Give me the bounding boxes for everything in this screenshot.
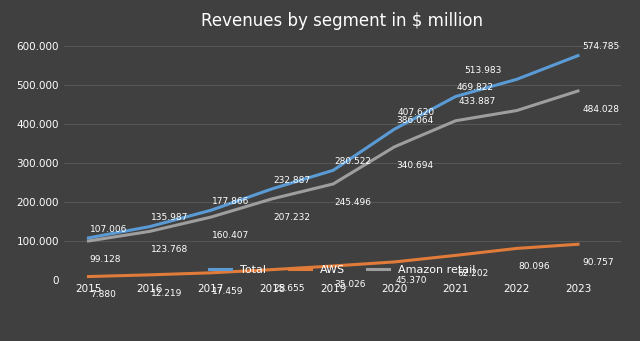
AWS [574,242,582,246]
Text: 207.232: 207.232 [273,213,310,222]
Text: 123.768: 123.768 [151,245,188,254]
Amazon retail [513,108,520,113]
Amazon retail [84,239,92,243]
Line: Amazon retail: Amazon retail [88,91,578,241]
Text: 25.655: 25.655 [273,283,305,293]
Amazon retail [146,229,154,234]
Text: 12.219: 12.219 [151,289,182,298]
Title: Revenues by segment in $ million: Revenues by segment in $ million [202,12,483,30]
Text: 7.880: 7.880 [90,291,116,299]
Text: 35.026: 35.026 [335,280,366,289]
Text: 340.694: 340.694 [396,161,433,170]
Line: AWS: AWS [88,244,578,277]
Text: 513.983: 513.983 [464,66,501,75]
AWS [452,253,460,257]
Total [268,187,276,191]
Total [146,225,154,229]
Text: 62.202: 62.202 [457,269,488,278]
Text: 484.028: 484.028 [582,105,619,114]
Total [574,54,582,58]
Text: 574.785: 574.785 [582,42,620,51]
Text: 160.407: 160.407 [212,231,250,240]
Text: 232.887: 232.887 [273,176,310,185]
Text: 135.987: 135.987 [151,213,188,222]
Text: 245.496: 245.496 [335,198,372,207]
Text: 45.370: 45.370 [396,276,428,285]
Total [84,236,92,240]
Text: 177.866: 177.866 [212,197,250,206]
Text: 280.522: 280.522 [335,157,372,166]
Text: 386.064: 386.064 [396,116,433,125]
Text: 17.459: 17.459 [212,287,244,296]
Text: 99.128: 99.128 [90,255,122,264]
AWS [330,264,337,268]
Amazon retail [330,182,337,186]
Text: 469.822: 469.822 [457,83,494,92]
Text: 107.006: 107.006 [90,225,127,234]
Total [390,127,398,131]
Line: Total: Total [88,56,578,238]
Amazon retail [390,145,398,149]
AWS [513,246,520,250]
Total [513,77,520,81]
Text: 433.887: 433.887 [458,98,496,106]
AWS [207,271,214,275]
Amazon retail [207,215,214,219]
AWS [84,275,92,279]
Total [452,94,460,99]
Legend: Total, AWS, Amazon retail: Total, AWS, Amazon retail [205,260,480,279]
Text: 80.096: 80.096 [518,262,550,271]
Amazon retail [574,89,582,93]
Text: 407.620: 407.620 [397,108,435,117]
AWS [146,273,154,277]
Total [330,168,337,172]
Total [207,208,214,212]
Text: 90.757: 90.757 [582,258,614,267]
AWS [390,260,398,264]
AWS [268,268,276,272]
Amazon retail [268,197,276,201]
Amazon retail [452,119,460,123]
